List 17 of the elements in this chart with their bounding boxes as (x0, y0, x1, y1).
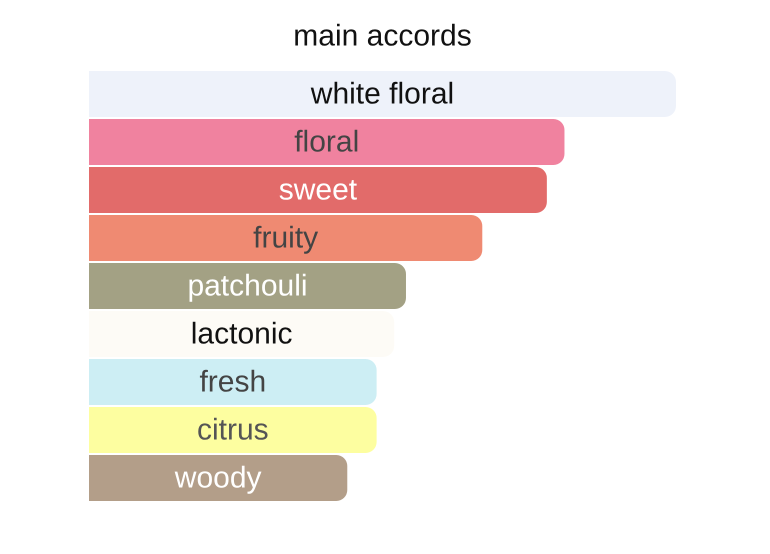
bar (89, 167, 547, 213)
y-tick-label: sweet (278, 173, 358, 206)
bar (89, 407, 377, 453)
chart-title: main accords (293, 19, 472, 52)
y-tick-label: white floral (310, 77, 454, 110)
y-tick-label: citrus (196, 413, 269, 446)
bar (89, 119, 564, 165)
y-tick-label: fresh (199, 365, 266, 398)
bar (89, 215, 482, 261)
bar (89, 359, 377, 405)
bar (89, 455, 348, 501)
y-tick-label: floral (294, 125, 360, 158)
bar (89, 263, 406, 309)
y-tick-label: patchouli (187, 269, 308, 302)
y-tick-label: woody (174, 461, 262, 494)
y-tick-label: fruity (253, 221, 318, 254)
y-tick-label: lactonic (190, 317, 292, 350)
